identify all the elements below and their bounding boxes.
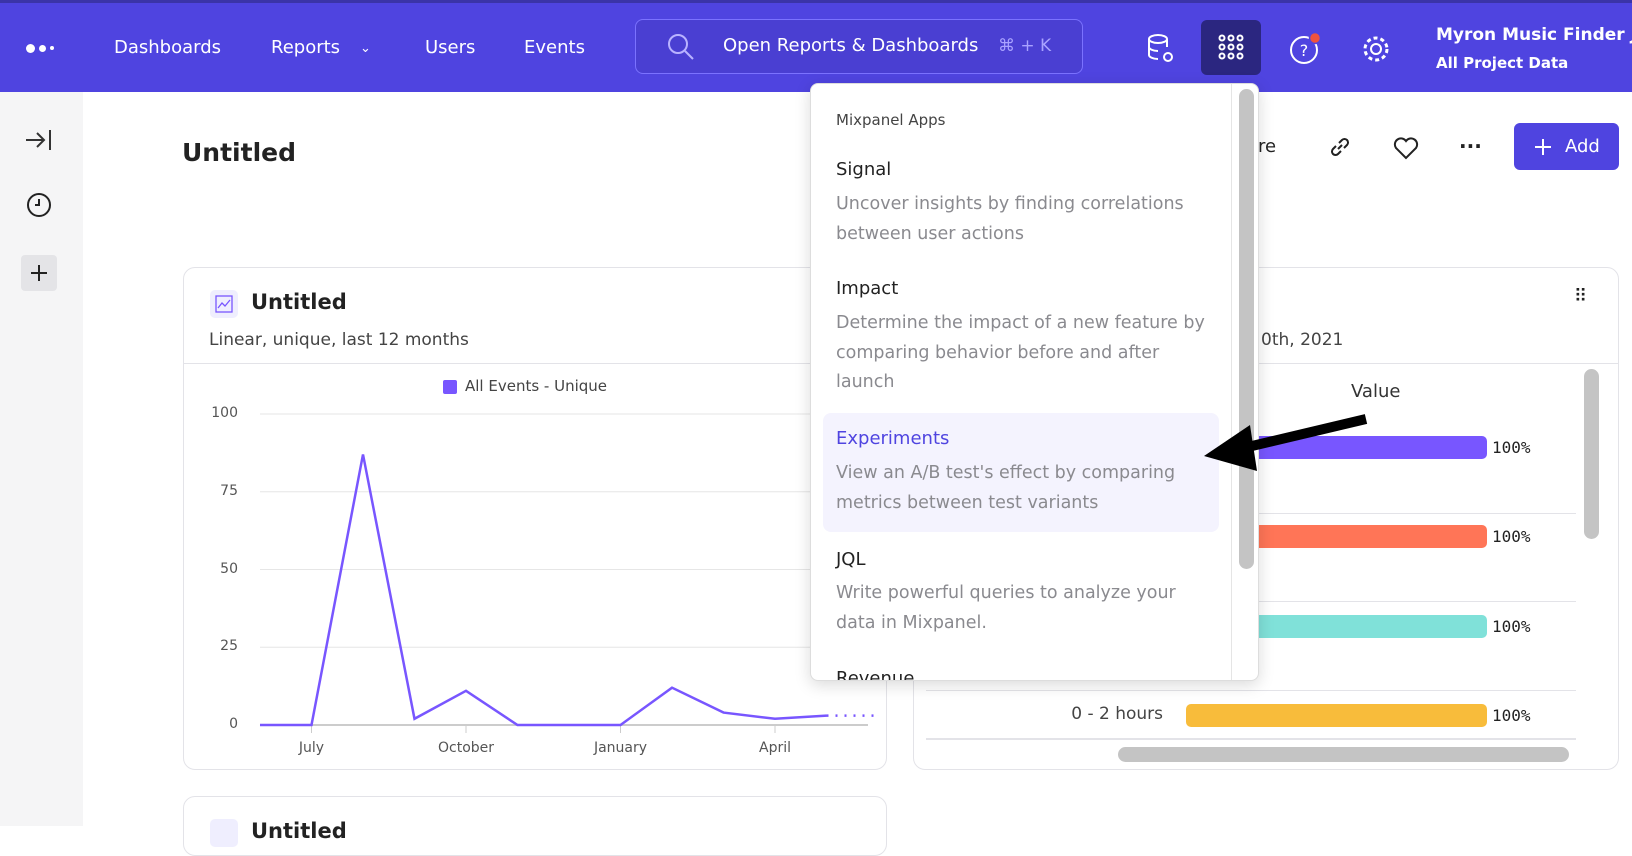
project-name[interactable]: Myron Music Finder J [1436, 25, 1632, 45]
y-tick-label: 75 [210, 483, 238, 499]
x-tick-label: January [581, 740, 661, 756]
table-bottom [926, 738, 1576, 740]
menu-heading: Mixpanel Apps [836, 111, 946, 129]
y-tick-label: 25 [210, 638, 238, 654]
menu-scrollbar[interactable] [1239, 89, 1254, 569]
y-tick-label: 0 [210, 716, 238, 732]
line-chart-icon [210, 819, 238, 847]
apps-grid-button[interactable] [1201, 20, 1261, 75]
x-tick-label: April [735, 740, 815, 756]
horizontal-scrollbar[interactable] [1118, 747, 1569, 762]
help-icon[interactable]: ? [1288, 31, 1324, 67]
project-scope[interactable]: All Project Data [1436, 54, 1568, 72]
x-tick-label: October [426, 740, 506, 756]
grid-icon [1218, 34, 1244, 60]
share-button[interactable]: re [1258, 136, 1276, 157]
scroll-track [1231, 84, 1232, 681]
series-line[interactable] [260, 454, 827, 725]
drag-handle-icon[interactable]: ⠿ [1574, 293, 1584, 301]
menu-item-title: JQL [836, 549, 866, 570]
menu-item-desc: View an A/B test's effect by comparing m… [836, 459, 1206, 518]
menu-item-desc: Uncover insights by finding correlations… [836, 190, 1206, 249]
card-subtitle: 0th, 2021 [1261, 330, 1343, 350]
row-divider [926, 690, 1576, 691]
card-title[interactable]: Untitled [251, 819, 347, 843]
more-options-icon[interactable]: ··· [1459, 134, 1482, 158]
y-tick-label: 100 [210, 405, 238, 421]
x-tick-label: July [272, 740, 352, 756]
menu-item-desc: Write powerful queries to analyze your d… [836, 579, 1206, 638]
svg-text:?: ? [1300, 41, 1309, 60]
menu-item-title: Signal [836, 159, 891, 180]
add-label: Add [1565, 136, 1600, 157]
heart-icon[interactable] [1392, 135, 1420, 161]
line-chart [0, 0, 900, 790]
vertical-scrollbar[interactable] [1584, 369, 1599, 539]
bar-row-4[interactable] [1186, 704, 1487, 727]
menu-item-revenue[interactable]: Revenue [836, 668, 914, 681]
add-button[interactable]: Add [1514, 123, 1619, 170]
search-shortcut: ⌘ + K [998, 36, 1051, 56]
menu-item-title: Impact [836, 278, 898, 299]
column-header-value[interactable]: Value [1351, 381, 1400, 402]
annotation-arrow-icon [1195, 405, 1375, 475]
menu-item-experiments[interactable]: Experiments View an A/B test's effect by… [823, 413, 1219, 532]
bar-value: 100% [1492, 527, 1531, 546]
bar-value: 100% [1492, 706, 1531, 725]
plus-icon [1534, 138, 1552, 156]
y-tick-label: 50 [210, 561, 238, 577]
bar-value: 100% [1492, 617, 1531, 636]
row-label: 0 - 2 hours [1063, 704, 1163, 724]
menu-item-title: Experiments [836, 428, 949, 449]
mixpanel-apps-menu: Mixpanel Apps Signal Uncover insights by… [810, 83, 1259, 681]
menu-item-desc: Determine the impact of a new feature by… [836, 309, 1206, 398]
bar-value: 100% [1492, 438, 1531, 457]
gear-icon[interactable] [1361, 34, 1391, 64]
data-settings-icon[interactable] [1146, 33, 1176, 67]
report-card: Untitled [183, 796, 887, 856]
link-icon[interactable] [1328, 135, 1352, 159]
